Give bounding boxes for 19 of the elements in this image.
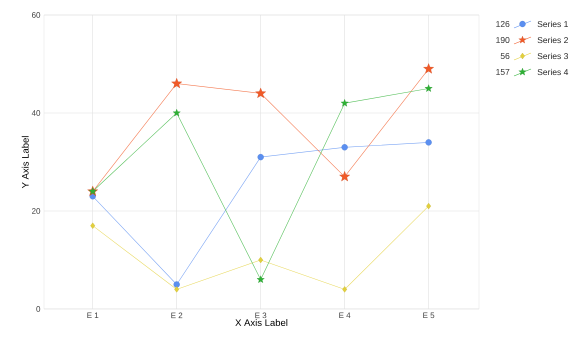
- y-tick-label: 0: [36, 306, 40, 312]
- legend-label: Series 4: [538, 68, 568, 76]
- x-tick-label: E 4: [339, 312, 350, 318]
- x-tick-label: E 3: [255, 312, 266, 318]
- legend-label: Series 3: [538, 52, 568, 60]
- legend-label: Series 1: [538, 20, 568, 28]
- legend-label: Series 2: [538, 36, 568, 44]
- text: 190: [496, 36, 510, 43]
- x-tick-label: E 1: [87, 312, 98, 318]
- x-axis-title: X Axis Label: [235, 319, 288, 326]
- x-tick-label: E 5: [423, 312, 434, 318]
- y-tick-label: 40: [32, 110, 40, 116]
- x-tick-label: E 2: [171, 312, 182, 318]
- text: 126: [496, 20, 510, 27]
- y-axis-title: Y Axis Label: [22, 136, 29, 188]
- y-tick-label: 60: [32, 12, 40, 18]
- text: 56: [500, 52, 510, 59]
- text: 157: [496, 69, 510, 75]
- y-tick-label: 20: [32, 208, 40, 214]
